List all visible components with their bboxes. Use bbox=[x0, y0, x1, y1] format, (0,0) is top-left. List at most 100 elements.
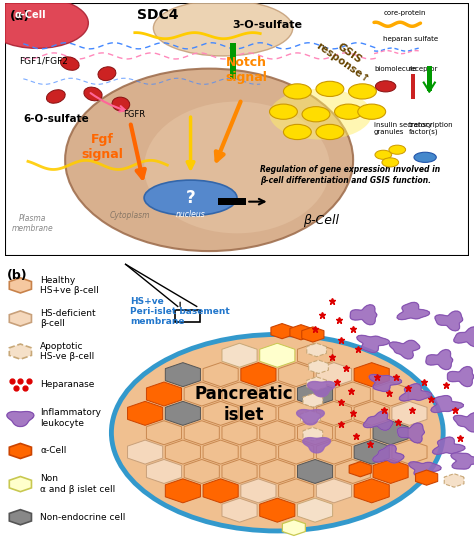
Polygon shape bbox=[222, 459, 257, 483]
Polygon shape bbox=[128, 440, 163, 464]
Text: HS-deficient
β-cell: HS-deficient β-cell bbox=[40, 309, 96, 328]
Ellipse shape bbox=[98, 67, 116, 81]
Polygon shape bbox=[435, 311, 463, 331]
Text: Regulation of gene expression involved in
β-cell differentiation and GSIS functi: Regulation of gene expression involved i… bbox=[260, 165, 440, 185]
Polygon shape bbox=[260, 459, 295, 483]
Text: Apoptotic
HS-ve β-cell: Apoptotic HS-ve β-cell bbox=[40, 342, 94, 361]
Text: transcription
factor(s): transcription factor(s) bbox=[409, 122, 454, 135]
Text: core-protein: core-protein bbox=[383, 10, 426, 16]
Text: Inflammatory
leukocyte: Inflammatory leukocyte bbox=[40, 408, 101, 428]
Text: HS+ve
Peri-islet basement
membrane: HS+ve Peri-islet basement membrane bbox=[130, 296, 230, 326]
Circle shape bbox=[375, 81, 396, 92]
Text: Non-endocrine cell: Non-endocrine cell bbox=[40, 513, 126, 522]
Text: FGFR: FGFR bbox=[123, 110, 146, 119]
Polygon shape bbox=[447, 367, 474, 386]
Polygon shape bbox=[316, 401, 352, 425]
Text: Heparanase: Heparanase bbox=[40, 380, 95, 389]
Polygon shape bbox=[241, 362, 276, 386]
Bar bbox=[230, 43, 236, 79]
Polygon shape bbox=[297, 409, 324, 425]
Polygon shape bbox=[316, 440, 352, 464]
Polygon shape bbox=[444, 474, 464, 487]
Ellipse shape bbox=[84, 87, 102, 101]
Circle shape bbox=[302, 107, 330, 122]
Polygon shape bbox=[364, 411, 393, 430]
Polygon shape bbox=[298, 421, 333, 445]
Circle shape bbox=[348, 84, 376, 99]
Polygon shape bbox=[335, 382, 370, 406]
Polygon shape bbox=[9, 476, 31, 492]
Polygon shape bbox=[454, 327, 474, 347]
Polygon shape bbox=[335, 421, 370, 445]
Text: Fgf
signal: Fgf signal bbox=[82, 133, 123, 161]
Ellipse shape bbox=[144, 101, 330, 233]
Text: heparan sulfate: heparan sulfate bbox=[383, 35, 438, 41]
Polygon shape bbox=[165, 479, 201, 503]
Text: (b): (b) bbox=[7, 269, 28, 282]
Polygon shape bbox=[165, 401, 201, 425]
Text: Non
α and β islet cell: Non α and β islet cell bbox=[40, 474, 116, 494]
Polygon shape bbox=[392, 401, 427, 425]
Polygon shape bbox=[303, 438, 330, 453]
Polygon shape bbox=[308, 382, 335, 397]
Text: α-Cell: α-Cell bbox=[40, 446, 67, 456]
Polygon shape bbox=[203, 440, 238, 464]
Polygon shape bbox=[128, 401, 163, 425]
Text: Notch
signal: Notch signal bbox=[225, 56, 267, 84]
Circle shape bbox=[111, 335, 443, 531]
Polygon shape bbox=[165, 362, 201, 386]
Polygon shape bbox=[203, 479, 238, 503]
Ellipse shape bbox=[0, 0, 88, 49]
Polygon shape bbox=[298, 382, 333, 406]
Circle shape bbox=[316, 124, 344, 140]
Circle shape bbox=[316, 81, 344, 96]
Polygon shape bbox=[279, 401, 314, 425]
Polygon shape bbox=[409, 462, 441, 479]
Polygon shape bbox=[309, 360, 328, 373]
Circle shape bbox=[375, 150, 392, 159]
Polygon shape bbox=[350, 305, 377, 325]
Ellipse shape bbox=[154, 0, 293, 56]
Polygon shape bbox=[9, 510, 31, 525]
Ellipse shape bbox=[60, 57, 79, 70]
Polygon shape bbox=[307, 343, 327, 356]
Polygon shape bbox=[397, 423, 424, 443]
Polygon shape bbox=[426, 349, 453, 370]
Polygon shape bbox=[354, 440, 389, 464]
Ellipse shape bbox=[65, 69, 353, 251]
Polygon shape bbox=[373, 445, 404, 463]
Circle shape bbox=[283, 124, 311, 140]
Polygon shape bbox=[303, 427, 323, 441]
Polygon shape bbox=[203, 362, 238, 386]
Text: SDC4: SDC4 bbox=[137, 8, 179, 22]
Text: Pancreatic
islet: Pancreatic islet bbox=[195, 385, 293, 424]
Circle shape bbox=[382, 158, 399, 167]
Polygon shape bbox=[241, 479, 276, 503]
Polygon shape bbox=[279, 440, 314, 464]
Polygon shape bbox=[283, 520, 305, 535]
Polygon shape bbox=[165, 440, 201, 464]
Ellipse shape bbox=[46, 90, 65, 103]
Polygon shape bbox=[298, 498, 333, 522]
Polygon shape bbox=[454, 413, 474, 432]
Ellipse shape bbox=[144, 180, 237, 216]
Polygon shape bbox=[260, 498, 295, 522]
Polygon shape bbox=[222, 382, 257, 406]
Polygon shape bbox=[373, 459, 408, 483]
Text: insulin secretory
granules: insulin secretory granules bbox=[374, 122, 432, 135]
Circle shape bbox=[283, 84, 311, 99]
Text: receptor: receptor bbox=[409, 66, 438, 72]
Text: β-Cell: β-Cell bbox=[302, 214, 338, 227]
Polygon shape bbox=[203, 401, 238, 425]
Text: Healthy
HS+ve β-cell: Healthy HS+ve β-cell bbox=[40, 276, 99, 295]
Polygon shape bbox=[9, 311, 31, 326]
Polygon shape bbox=[298, 343, 333, 367]
Ellipse shape bbox=[112, 97, 130, 111]
Text: 3-O-sulfate: 3-O-sulfate bbox=[232, 21, 302, 31]
Circle shape bbox=[358, 104, 386, 119]
Polygon shape bbox=[184, 421, 219, 445]
FancyBboxPatch shape bbox=[5, 3, 469, 256]
Text: nucleus: nucleus bbox=[176, 210, 205, 219]
Polygon shape bbox=[357, 335, 389, 353]
Polygon shape bbox=[279, 362, 314, 386]
